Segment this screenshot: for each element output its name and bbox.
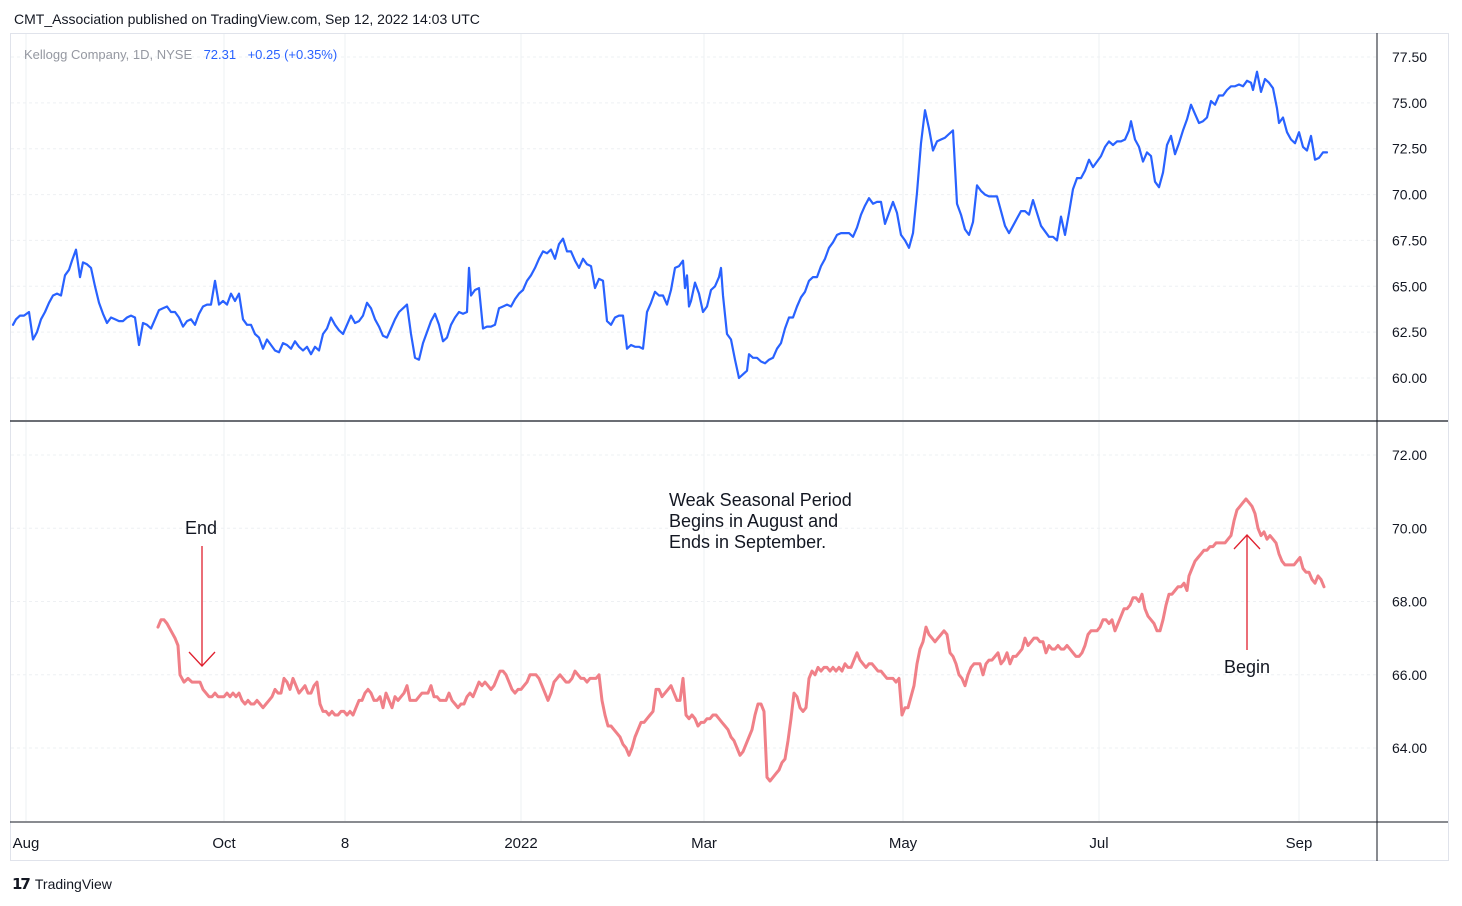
annotation-note-line2: Begins in August and (669, 511, 838, 531)
legend[interactable]: Kellogg Company, 1D, NYSE 72.31 +0.25 (+… (24, 46, 337, 63)
time-tick-label[interactable]: Aug (13, 835, 40, 852)
time-tick-label[interactable]: Oct (212, 835, 236, 852)
grid (11, 34, 1377, 821)
price-tick-label[interactable]: 65.00 (1392, 278, 1427, 294)
price-tick-label[interactable]: 60.00 (1392, 370, 1427, 386)
legend-change: +0.25 (+0.35%) (248, 47, 338, 62)
price-series-line[interactable] (11, 70, 1329, 380)
publisher-caption: CMT_Association published on TradingView… (14, 11, 480, 27)
time-tick-label[interactable]: May (889, 835, 918, 852)
price-tick-label[interactable]: 72.00 (1392, 447, 1427, 463)
price-tick-label[interactable]: 67.50 (1392, 232, 1427, 248)
price-tick-label[interactable]: 77.50 (1392, 49, 1427, 65)
time-tick-label[interactable]: 8 (341, 835, 349, 852)
chart-frame (10, 33, 1449, 861)
price-tick-label[interactable]: 68.00 (1392, 594, 1427, 610)
legend-symbol: Kellogg Company, 1D, NYSE (24, 47, 192, 62)
price-tick-label[interactable]: 70.00 (1392, 187, 1427, 203)
tradingview-logo-icon: 17 (12, 875, 31, 893)
legend-last: 72.31 (204, 47, 237, 62)
price-tick-label[interactable]: 75.00 (1392, 95, 1427, 111)
price-tick-label[interactable]: 66.00 (1392, 667, 1427, 683)
arrow-begin-head (1233, 534, 1261, 550)
annotation-note-line1: Weak Seasonal Period (669, 490, 852, 510)
price-tick-label[interactable]: 64.00 (1392, 740, 1427, 756)
price-tick-label[interactable]: 72.50 (1392, 141, 1427, 157)
tradingview-logo-text: TradingView (34, 876, 112, 892)
price-tick-label[interactable]: 62.50 (1392, 324, 1427, 340)
time-tick-label[interactable]: Sep (1286, 835, 1313, 852)
seasonal-series-line[interactable] (156, 497, 1326, 783)
tradingview-logo[interactable]: 17 TradingView (12, 875, 112, 893)
annotation-note-line3: Ends in September. (669, 532, 826, 552)
time-tick-label[interactable]: Jul (1089, 835, 1108, 852)
price-tick-label[interactable]: 70.00 (1392, 520, 1427, 536)
time-tick-label[interactable]: Mar (691, 835, 717, 852)
arrow-end-head (188, 651, 216, 667)
annotation-end-label: End (185, 518, 217, 538)
annotation-begin-label: Begin (1224, 657, 1270, 677)
time-tick-label[interactable]: 2022 (504, 835, 537, 852)
